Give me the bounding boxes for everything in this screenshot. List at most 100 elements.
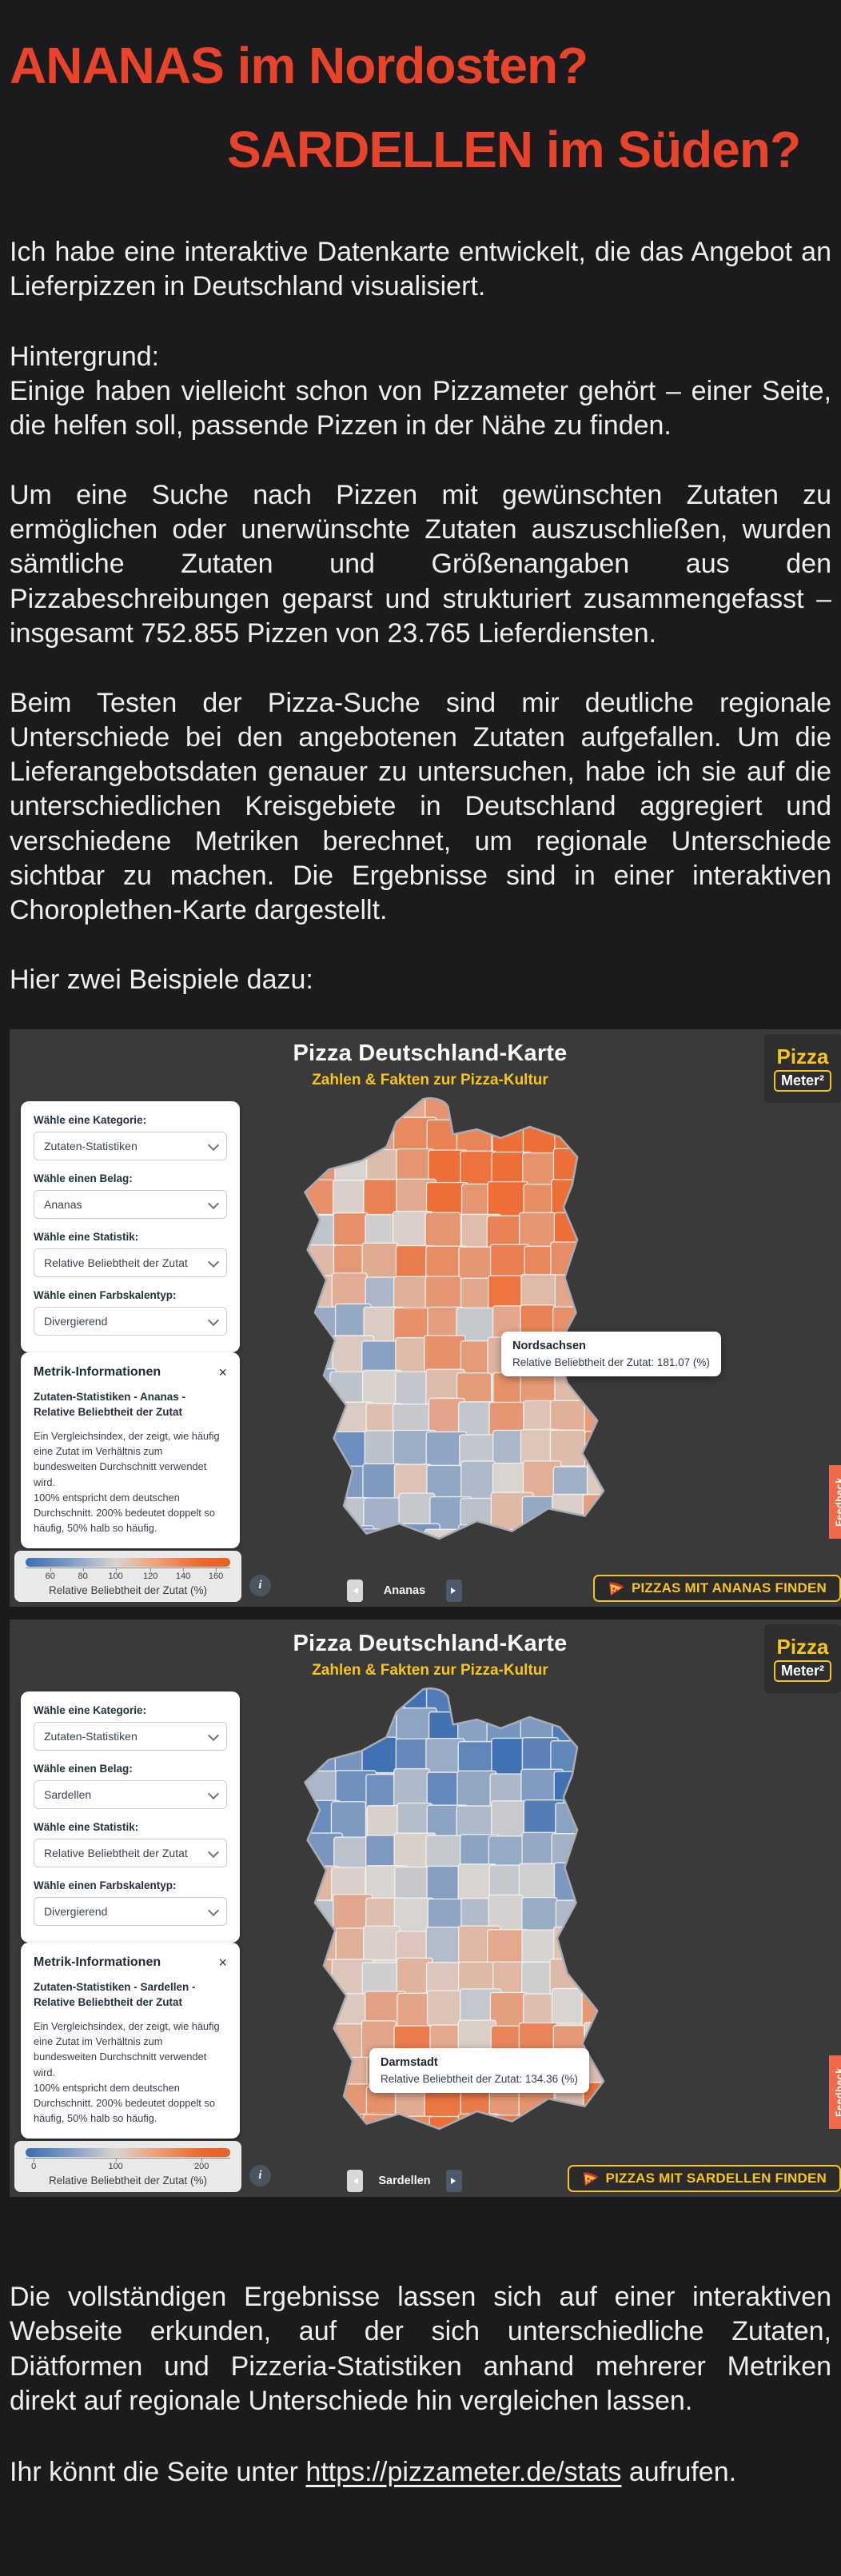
colorscale-value: Divergierend <box>44 1315 108 1328</box>
paragraph-outro: Die vollständigen Ergebnisse lassen sich… <box>10 2282 831 2416</box>
metric-info-panel: Metrik-Informationen × Zutaten-Statistik… <box>21 1352 240 1549</box>
category-label: Wähle eine Kategorie: <box>34 1114 147 1127</box>
app-title: Pizza Deutschland-Karte <box>293 1631 568 1657</box>
next-topping-button[interactable] <box>446 2170 462 2193</box>
paragraph-background: Hintergrund: Einige haben vielleicht sch… <box>10 341 831 441</box>
category-select[interactable]: Zutaten-Statistiken <box>34 1132 227 1161</box>
germany-outline <box>304 1097 605 1540</box>
pizzameter-stats-link[interactable]: https://pizzameter.de/stats <box>305 2457 622 2487</box>
statistic-value: Relative Beliebtheit der Zutat <box>44 1847 188 1860</box>
app-header: Pizza Deutschland-Karte Zahlen & Fakten … <box>10 1631 841 1679</box>
topping-select[interactable]: Ananas <box>34 1190 227 1220</box>
logo-pizza-text: Pizza <box>776 1044 829 1068</box>
prev-topping-button[interactable] <box>347 1580 363 1603</box>
statistic-control: Wähle eine Statistik: Relative Beliebthe… <box>34 1231 227 1278</box>
colorscale-label: Wähle einen Farbskalentyp: <box>34 1289 177 1302</box>
logo-meter-text: Meter² <box>780 1662 824 1679</box>
paragraph-regional: Beim Testen der Pizza-Suche sind mir deu… <box>10 687 831 925</box>
find-pizzas-label: PIZZAS MIT SARDELLEN FINDEN <box>605 2171 827 2187</box>
chevron-down-icon <box>207 1730 220 1742</box>
right-arrow-icon <box>451 2178 459 2185</box>
find-pizzas-label: PIZZAS MIT ANANAS FINDEN <box>631 1580 827 1596</box>
current-topping-label: Ananas <box>383 1584 426 1598</box>
map-tooltip: Nordsachsen Relative Beliebtheit der Zut… <box>501 1332 721 1377</box>
tooltip-region: Nordsachsen <box>512 1340 586 1353</box>
link-suffix: aufrufen. <box>621 2457 737 2487</box>
headline-line2: SARDELLEN im Süden? <box>227 121 801 179</box>
metric-description: Ein Vergleichsindex, der zeigt, wie häuf… <box>34 1430 220 1535</box>
statistic-select[interactable]: Relative Beliebtheit der Zutat <box>34 1839 227 1868</box>
app-header: Pizza Deutschland-Karte Zahlen & Fakten … <box>10 1040 841 1089</box>
legend-label: Relative Beliebtheit der Zutat (%) <box>48 1584 208 1597</box>
left-arrow-icon <box>350 1588 358 1595</box>
tooltip-region: Darmstadt <box>381 2056 438 2070</box>
metric-info-header: Metrik-Informationen × <box>34 1955 227 1970</box>
pizzameter-logo[interactable]: Pizza Meter² <box>764 1034 841 1104</box>
germany-outline <box>304 1687 605 2131</box>
close-icon[interactable]: × <box>218 1364 227 1381</box>
chevron-down-icon <box>207 1315 220 1327</box>
map-controls-panel: Wähle eine Kategorie: Zutaten-Statistike… <box>21 1691 240 1943</box>
pizzameter-logo[interactable]: Pizza Meter² <box>764 1624 841 1694</box>
statistic-select[interactable]: Relative Beliebtheit der Zutat <box>34 1248 227 1278</box>
statistic-label: Wähle eine Statistik: <box>34 1821 139 1834</box>
feedback-tab[interactable]: Feedback <box>829 2055 841 2130</box>
map-screenshot-ananas: Pizza Deutschland-Karte Zahlen & Fakten … <box>10 1029 841 1608</box>
tooltip-value: Relative Beliebtheit der Zutat: 181.07 (… <box>512 1356 710 1369</box>
app-subtitle: Zahlen & Fakten zur Pizza-Kultur <box>312 1662 548 1679</box>
statistic-control: Wähle eine Statistik: Relative Beliebthe… <box>34 1821 227 1868</box>
headline-line1: ANANAS im Nordosten? <box>10 37 588 94</box>
logo-pizza-text: Pizza <box>776 1634 829 1659</box>
map-controls-panel: Wähle eine Kategorie: Zutaten-Statistike… <box>21 1101 240 1353</box>
app-subtitle: Zahlen & Fakten zur Pizza-Kultur <box>312 1072 548 1089</box>
chevron-down-icon <box>207 1788 220 1800</box>
feedback-tab[interactable]: Feedback <box>829 1465 841 1540</box>
colorscale-value: Divergierend <box>44 1905 108 1919</box>
info-icon: i <box>258 2169 262 2183</box>
topping-value: Ananas <box>44 1198 82 1212</box>
link-line: Ihr könnt die Seite unter https://pizzam… <box>10 2455 831 2490</box>
right-arrow-icon <box>451 1588 459 1595</box>
topping-stepper: Ananas <box>347 1580 462 1603</box>
info-button[interactable]: i <box>249 2165 271 2187</box>
topping-control: Wähle einen Belag: Ananas <box>34 1172 227 1220</box>
prev-topping-button[interactable] <box>347 2170 363 2193</box>
pizza-icon <box>583 2172 599 2187</box>
germany-choropleth-map[interactable] <box>243 1682 620 2184</box>
find-pizzas-button[interactable]: PIZZAS MIT ANANAS FINDEN <box>592 1575 841 1603</box>
info-button[interactable]: i <box>249 1575 271 1597</box>
category-select[interactable]: Zutaten-Statistiken <box>34 1722 227 1751</box>
metric-info-panel: Metrik-Informationen × Zutaten-Statistik… <box>21 1943 240 2139</box>
metric-info-header: Metrik-Informationen × <box>34 1365 227 1380</box>
paragraph-parsing: Um eine Suche nach Pizzen mit gewünschte… <box>10 480 831 649</box>
colorscale-label: Wähle einen Farbskalentyp: <box>34 1879 177 1892</box>
find-pizzas-button[interactable]: PIZZAS MIT SARDELLEN FINDEN <box>567 2165 841 2193</box>
info-icon: i <box>258 1579 262 1592</box>
chevron-down-icon <box>207 1847 220 1859</box>
colorscale-control: Wähle einen Farbskalentyp: Divergierend <box>34 1879 227 1927</box>
chevron-down-icon <box>207 1256 220 1268</box>
pizza-icon <box>608 1582 624 1596</box>
colorscale-select[interactable]: Divergierend <box>34 1897 227 1927</box>
chevron-down-icon <box>207 1140 220 1152</box>
topping-value: Sardellen <box>44 1788 92 1802</box>
metric-subtitle: Zutaten-Statistiken - Ananas - Relative … <box>34 1391 186 1419</box>
legend-label: Relative Beliebtheit der Zutat (%) <box>48 2175 208 2187</box>
category-value: Zutaten-Statistiken <box>44 1730 138 1743</box>
paragraph-intro: Ich habe eine interaktive Datenkarte ent… <box>10 237 831 302</box>
close-icon[interactable]: × <box>218 1955 227 1971</box>
colorscale-select[interactable]: Divergierend <box>34 1307 227 1336</box>
next-topping-button[interactable] <box>446 1580 462 1603</box>
metric-description: Ein Vergleichsindex, der zeigt, wie häuf… <box>34 2020 220 2125</box>
statistic-label: Wähle eine Statistik: <box>34 1231 139 1244</box>
paragraph-examples-leadin: Hier zwei Beispiele dazu: <box>10 965 313 996</box>
legend-panel: 60 80 100 120 140 160 Relative Beliebtheit de… <box>14 1551 241 1603</box>
legend-panel: 0 100 200 Relative Beliebtheit der Zutat (… <box>14 2141 241 2193</box>
metric-info-title: Metrik-Informationen <box>34 1365 161 1380</box>
colorscale-control: Wähle einen Farbskalentyp: Divergierend <box>34 1289 227 1336</box>
tooltip-value: Relative Beliebtheit der Zutat: 134.36 (… <box>381 2073 578 2086</box>
link-prefix: Ihr könnt die Seite unter <box>10 2457 306 2487</box>
topping-select[interactable]: Sardellen <box>34 1780 227 1810</box>
topping-label: Wähle einen Belag: <box>34 1763 133 1775</box>
